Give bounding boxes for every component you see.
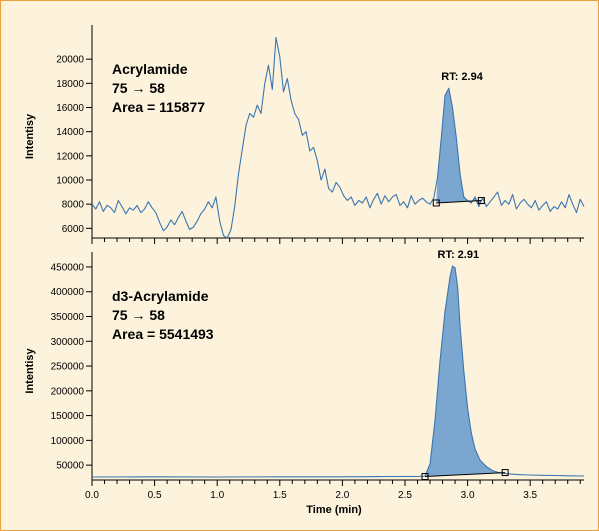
y-axis-title: Intentisy: [24, 113, 36, 159]
x-tick-label: 3.0: [461, 490, 475, 501]
compound-annotation-line: 75 → 58: [112, 80, 165, 96]
y-tick-label: 14000: [56, 127, 84, 138]
y-tick-label: 350000: [51, 312, 85, 323]
x-axis-title: Time (min): [306, 504, 362, 516]
y-tick-label: 6000: [62, 224, 85, 235]
y-tick-label: 250000: [51, 362, 85, 373]
compound-annotation-line: d3-Acrylamide: [112, 288, 209, 304]
x-tick-label: 0.5: [148, 490, 162, 501]
peak-start-marker: [432, 199, 440, 207]
peak-end-marker: [477, 197, 485, 205]
series-line: [91, 265, 585, 478]
x-tick-label: 2.0: [335, 490, 349, 501]
y-tick-label: 450000: [51, 262, 85, 273]
y-tick-label: 20000: [56, 55, 84, 66]
peak-area: [425, 265, 506, 477]
peak-baseline: [424, 472, 506, 478]
y-tick-label: 200000: [51, 386, 85, 397]
compound-annotation-line: Acrylamide: [112, 61, 188, 77]
x-tick-label: 0.0: [85, 490, 99, 501]
series-line: [91, 36, 585, 239]
y-tick-label: 100000: [51, 436, 85, 447]
compound-annotation-line: Area = 5541493: [112, 326, 214, 342]
y-tick-label: 300000: [51, 337, 85, 348]
x-tick-label: 3.5: [523, 490, 537, 501]
retention-time-label: RT: 2.94: [441, 71, 483, 83]
peak-start-marker: [421, 473, 429, 481]
y-tick-label: 400000: [51, 287, 85, 298]
peak-end-marker: [501, 469, 509, 477]
peak-area: [436, 88, 482, 207]
x-tick-label: 2.5: [398, 490, 412, 501]
y-tick-label: 50000: [56, 461, 84, 472]
y-tick-label: 150000: [51, 411, 85, 422]
y-tick-label: 12000: [56, 151, 84, 162]
compound-annotation-line: 75 → 58: [112, 307, 165, 323]
y-tick-label: 10000: [56, 176, 84, 187]
y-axis-title: Intentisy: [24, 348, 36, 394]
y-tick-label: 8000: [62, 200, 85, 211]
retention-time-label: RT: 2.91: [438, 249, 480, 261]
x-tick-label: 1.5: [273, 490, 287, 501]
compound-annotation-line: Area = 115877: [112, 99, 205, 115]
x-tick-label: 1.0: [210, 490, 224, 501]
y-tick-label: 18000: [56, 79, 84, 90]
peak-baseline: [436, 200, 482, 204]
y-tick-label: 16000: [56, 103, 84, 114]
